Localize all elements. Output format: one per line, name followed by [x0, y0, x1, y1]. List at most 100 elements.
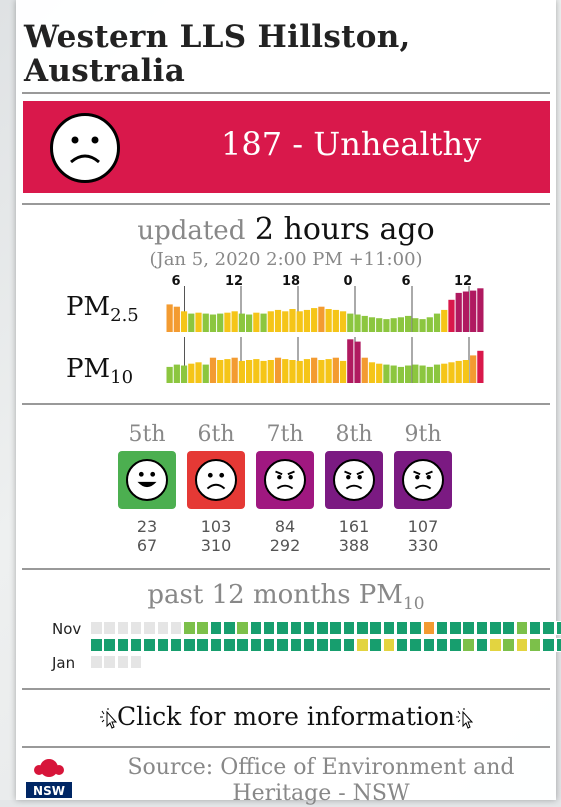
history-cell [476, 638, 489, 652]
history-cell [103, 621, 116, 635]
history-cell [103, 638, 116, 652]
pm25-bar [203, 314, 209, 332]
pm25-bar [174, 307, 180, 332]
history-cell [117, 655, 130, 669]
pm10-bar [167, 367, 173, 383]
pm25-bar [181, 311, 187, 332]
forecast-value: 310 [181, 536, 251, 555]
pm25-bar [463, 292, 469, 332]
history-cell [369, 638, 382, 652]
history-cell [130, 638, 143, 652]
history-cell [343, 638, 356, 652]
divider [22, 688, 550, 690]
history-cell [157, 621, 170, 635]
pm25-bar [398, 317, 404, 332]
nsw-logo: NSW [24, 756, 74, 800]
history-cell [449, 638, 462, 652]
pm10-bar [376, 364, 382, 383]
pm25-bar [369, 317, 375, 332]
pm10-bar [210, 358, 216, 383]
updated-value: 2 hours ago [255, 212, 435, 247]
history-cell [449, 621, 462, 635]
history-cell [117, 638, 130, 652]
history-cell [409, 638, 422, 652]
pm10-bar [347, 339, 353, 383]
more-info-link[interactable]: Click for more information [16, 702, 556, 731]
pm25-bar [289, 309, 295, 332]
history-cell [196, 638, 209, 652]
pm25-bar [188, 314, 194, 332]
history-cell [436, 638, 449, 652]
pm10-bar [333, 358, 339, 383]
history-cell [183, 621, 196, 635]
cursor-icon [455, 708, 473, 730]
pm25-bar [347, 314, 353, 332]
history-cell [130, 655, 143, 669]
pm25-bar [412, 318, 418, 332]
pm10-bar [391, 366, 397, 383]
history-cell [396, 638, 409, 652]
history-cell [303, 621, 316, 635]
history-cell [117, 621, 130, 635]
history-title: past 12 months PM10 [16, 580, 556, 614]
pm25-bar [340, 311, 346, 332]
pm25-bar [470, 291, 476, 332]
pm10-bar [217, 360, 223, 383]
history-cell [263, 638, 276, 652]
history-cell [223, 638, 236, 652]
history-cell [130, 621, 143, 635]
station-popup[interactable]: Western LLS Hillston, Australia 187 - Un… [16, 0, 556, 800]
history-cell [462, 621, 475, 635]
pm10-bar [239, 361, 245, 383]
aqi-banner: 187 - Unhealthy [23, 101, 550, 193]
history-cell [529, 638, 542, 652]
history-cell [170, 621, 183, 635]
pm25-bar [311, 308, 317, 332]
divider [22, 403, 550, 405]
history-cell [423, 638, 436, 652]
history-cell [329, 621, 342, 635]
pm10-bar [448, 362, 454, 383]
forecast-angry-face-icon [325, 451, 383, 509]
forecast-day: 8th [319, 422, 389, 447]
forecast-happy-face-icon [118, 451, 176, 509]
divider [22, 568, 550, 570]
history-cell [143, 621, 156, 635]
pm25-bar [448, 300, 454, 332]
month-label-nov: Nov [52, 620, 81, 638]
history-cell [170, 638, 183, 652]
pm10-bar [419, 366, 425, 383]
pm25-bar [232, 311, 238, 332]
history-cell [369, 621, 382, 635]
history-cell [356, 638, 369, 652]
pm10-bar [188, 364, 194, 383]
pm10-bar [412, 365, 418, 383]
pm25-bar [275, 310, 281, 332]
pm10-chart [166, 337, 484, 383]
pm10-bar [253, 359, 259, 383]
pm10-bar [470, 355, 476, 383]
pm25-bar [224, 313, 230, 332]
pm10-bar [441, 364, 447, 383]
pm25-bar [304, 310, 310, 332]
forecast-angry-face-icon [394, 451, 452, 509]
sad-face-icon [50, 113, 120, 183]
forecast-value: 84 [250, 517, 320, 536]
pm10-bar [297, 361, 303, 383]
divider [22, 92, 550, 94]
pm25-bar [268, 311, 274, 332]
history-cell [436, 621, 449, 635]
pm25-bar [434, 314, 440, 332]
history-cell [276, 638, 289, 652]
pm10-bar [203, 365, 209, 383]
pm10-bar [174, 365, 180, 383]
history-cell [290, 621, 303, 635]
pm10-bar [456, 361, 462, 383]
history-cell [196, 621, 209, 635]
pm10-bar [434, 365, 440, 383]
updated-label: updated [137, 216, 245, 246]
pm10-bar [398, 367, 404, 383]
pm25-bar [419, 319, 425, 332]
pm10-bar [477, 351, 483, 383]
pm25-bar [326, 309, 332, 332]
